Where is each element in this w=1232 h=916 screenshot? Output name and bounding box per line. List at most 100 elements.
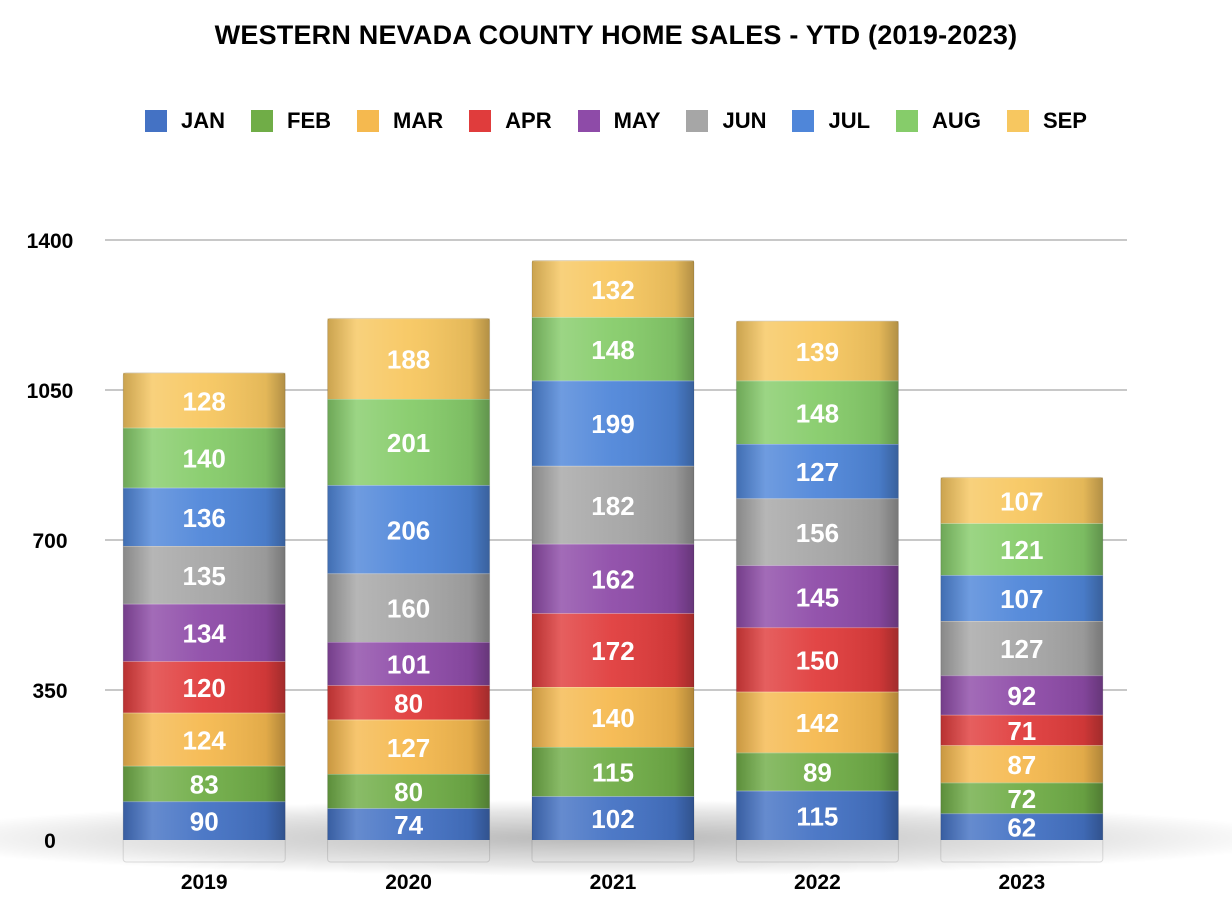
data-label: 142 (796, 708, 839, 738)
data-label: 127 (387, 733, 430, 763)
data-label: 83 (190, 770, 219, 800)
bar-segment-shade (736, 498, 899, 566)
data-label: 148 (796, 398, 839, 428)
legend-swatch (357, 110, 380, 132)
data-label: 87 (1007, 750, 1036, 780)
legend-item-sep: SEP (1006, 108, 1087, 134)
bar-segment-shade (532, 613, 694, 687)
data-label: 62 (1007, 813, 1036, 843)
bar-segment-shade (736, 380, 899, 444)
y-tick-label: 1400 (27, 230, 74, 253)
bar-stack-2020 (327, 317, 491, 863)
data-label: 74 (394, 810, 423, 840)
y-tick-label: 350 (32, 680, 67, 703)
data-label: 115 (796, 801, 838, 831)
y-tick-label: 700 (32, 530, 67, 553)
data-label: 80 (394, 777, 423, 807)
bar-segment-shade (736, 321, 899, 381)
legend-item-jul: JUL (792, 108, 870, 134)
bar-outline (531, 260, 695, 863)
bar-outline (122, 372, 286, 863)
bar-stack-2019 (122, 372, 286, 863)
data-label: 72 (1007, 784, 1036, 814)
bar-segment-shade (532, 747, 694, 797)
legend-item-may: MAY (577, 108, 661, 134)
data-label: 127 (796, 457, 839, 487)
legend-label: APR (505, 108, 552, 133)
data-label: 89 (803, 758, 832, 788)
bar-segment-shade (327, 642, 490, 686)
bar-segment-shade (123, 427, 286, 488)
bar-segment-shade (736, 752, 899, 791)
legend-swatch (896, 110, 919, 132)
legend-swatch (251, 110, 274, 132)
y-tick-label: 0 (44, 830, 56, 853)
bar-segment-shade (736, 790, 899, 840)
bar-segment-shade (123, 603, 286, 662)
data-label: 121 (1000, 535, 1043, 565)
data-label: 120 (183, 673, 226, 703)
bar-segment-shade (123, 712, 286, 766)
bar-segment-shade (123, 765, 286, 802)
bar-segment-shade (736, 627, 899, 692)
data-label: 140 (183, 444, 226, 474)
bar-segment-shade (736, 444, 899, 499)
data-label: 71 (1007, 716, 1036, 746)
bar-segment-shade (532, 543, 694, 614)
bar-outline (327, 317, 491, 863)
bar-segment-shade (327, 485, 490, 574)
legend-label: SEP (1042, 108, 1087, 133)
legend-item-mar: MAR (357, 108, 443, 134)
data-label: 140 (591, 703, 634, 733)
data-label: 136 (183, 503, 226, 533)
bar-outline (940, 476, 1104, 863)
data-label: 160 (387, 594, 430, 624)
data-label: 156 (796, 518, 839, 548)
legend-item-feb: FEB (251, 108, 331, 134)
bar-segment-shade (940, 575, 1103, 621)
bar-segment-shade (327, 399, 490, 486)
bar-segment-shade (327, 318, 490, 399)
bar-stack-2021 (531, 259, 695, 863)
bar-segment-shade (123, 661, 286, 713)
data-label: 188 (387, 345, 430, 375)
data-label: 139 (796, 337, 839, 367)
legend-swatch (469, 110, 492, 132)
bar-segment-shade (532, 687, 694, 747)
legend-label: JUN (722, 108, 767, 133)
legend-label: MAY (613, 108, 661, 133)
data-label: 182 (591, 491, 634, 521)
legend-label: MAR (393, 108, 444, 133)
data-label: 107 (1000, 584, 1043, 614)
data-label: 172 (591, 636, 634, 666)
data-label: 128 (183, 386, 226, 416)
bar-outline (735, 320, 899, 863)
bar-segment-shade (327, 719, 490, 774)
bar-segment-shade (532, 465, 694, 544)
legend-item-jan: JAN (145, 108, 225, 134)
data-label: 80 (394, 688, 423, 718)
legend-swatch (686, 110, 709, 132)
bar-segment-shade (940, 714, 1103, 746)
data-label: 127 (1000, 634, 1043, 664)
legend-swatch (145, 110, 168, 132)
bar-segment-shade (940, 782, 1103, 814)
y-tick-label: 1050 (27, 380, 74, 403)
data-label: 201 (387, 428, 430, 458)
data-label: 92 (1007, 681, 1036, 711)
bar-segment-shade (327, 685, 490, 720)
legend: JAN FEB MAR APR MAY JUN JUL AUG SEP (0, 108, 1232, 134)
data-label: 145 (796, 582, 839, 612)
data-label: 162 (591, 565, 634, 595)
legend-item-apr: APR (469, 108, 552, 134)
x-tick-label: 2021 (590, 871, 637, 894)
data-label: 134 (183, 619, 227, 649)
legend-item-jun: JUN (686, 108, 766, 134)
bar-segment-shade (327, 774, 490, 809)
bar-segment-shade (940, 745, 1103, 783)
legend-label: FEB (287, 108, 332, 133)
x-tick-label: 2019 (181, 871, 228, 894)
bar-segment-shade (327, 573, 490, 642)
data-label: 115 (592, 758, 634, 788)
